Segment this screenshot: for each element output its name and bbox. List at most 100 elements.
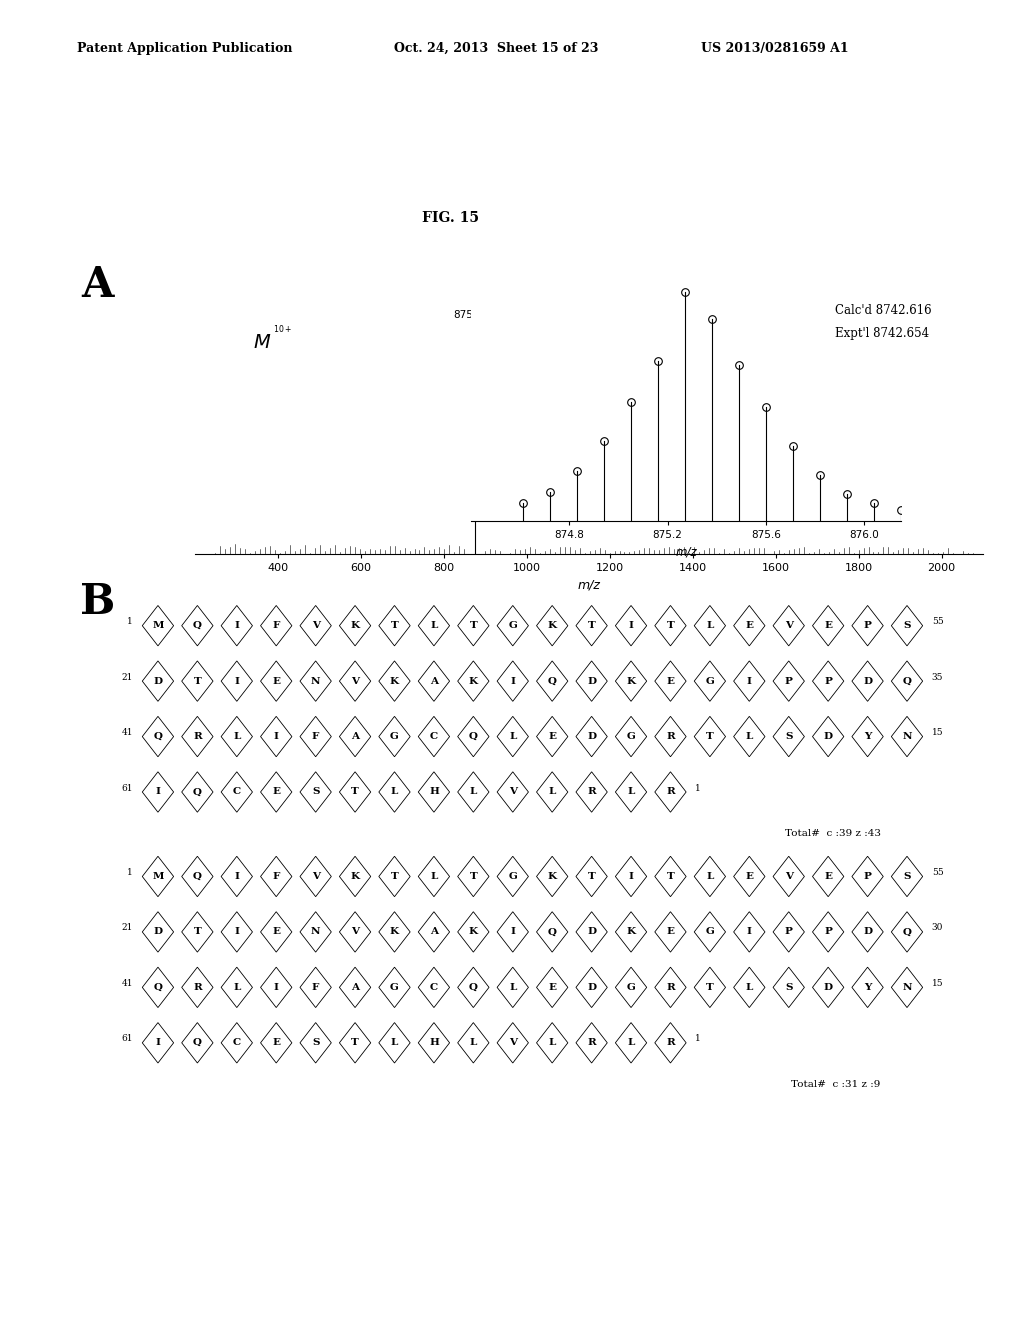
Text: P: P xyxy=(863,622,871,630)
Text: K: K xyxy=(350,873,359,880)
Text: I: I xyxy=(629,873,634,880)
Text: Q: Q xyxy=(469,733,478,741)
Text: Q: Q xyxy=(154,733,163,741)
Text: S: S xyxy=(903,873,910,880)
Text: $^{10+}$: $^{10+}$ xyxy=(273,325,293,335)
Text: E: E xyxy=(667,928,675,936)
Text: G: G xyxy=(706,677,715,685)
Text: P: P xyxy=(824,677,833,685)
Text: 55: 55 xyxy=(932,869,943,876)
Text: H: H xyxy=(429,788,439,796)
Text: T: T xyxy=(667,873,675,880)
Text: K: K xyxy=(350,622,359,630)
Text: V: V xyxy=(784,622,793,630)
Text: D: D xyxy=(154,677,163,685)
Text: D: D xyxy=(863,677,872,685)
Text: 21: 21 xyxy=(122,924,133,932)
Text: $M$: $M$ xyxy=(253,334,271,352)
Text: K: K xyxy=(469,928,478,936)
Text: V: V xyxy=(311,622,319,630)
Text: L: L xyxy=(470,1039,477,1047)
Text: V: V xyxy=(311,873,319,880)
Text: E: E xyxy=(548,983,556,991)
Text: E: E xyxy=(272,677,281,685)
Text: L: L xyxy=(233,983,241,991)
Text: Expt'l 8742.654: Expt'l 8742.654 xyxy=(835,327,929,341)
Text: D: D xyxy=(863,928,872,936)
Text: FIG. 15: FIG. 15 xyxy=(422,211,479,226)
Text: L: L xyxy=(549,788,556,796)
Text: P: P xyxy=(784,677,793,685)
Text: C: C xyxy=(232,1039,241,1047)
Text: I: I xyxy=(234,677,240,685)
Text: G: G xyxy=(508,873,517,880)
Text: E: E xyxy=(272,1039,281,1047)
Text: G: G xyxy=(508,622,517,630)
Text: N: N xyxy=(311,928,321,936)
Text: A: A xyxy=(81,264,114,306)
Text: A: A xyxy=(351,733,359,741)
Text: G: G xyxy=(390,983,399,991)
Text: E: E xyxy=(745,622,754,630)
Text: N: N xyxy=(311,677,321,685)
Text: R: R xyxy=(666,1039,675,1047)
Text: K: K xyxy=(390,928,399,936)
Text: 1: 1 xyxy=(127,618,133,626)
Text: M: M xyxy=(153,622,164,630)
Text: 30: 30 xyxy=(932,924,943,932)
Text: G: G xyxy=(627,983,636,991)
Text: L: L xyxy=(391,788,398,796)
Text: Total#  c :31 z :9: Total# c :31 z :9 xyxy=(792,1080,881,1089)
Text: L: L xyxy=(745,983,753,991)
Text: L: L xyxy=(628,1039,635,1047)
Text: C: C xyxy=(430,733,438,741)
Text: 1: 1 xyxy=(695,1035,701,1043)
Text: E: E xyxy=(824,873,833,880)
Text: 21: 21 xyxy=(122,673,133,681)
Text: T: T xyxy=(469,622,477,630)
Text: I: I xyxy=(156,1039,161,1047)
Text: US 2013/0281659 A1: US 2013/0281659 A1 xyxy=(701,42,849,55)
Text: T: T xyxy=(351,788,359,796)
Text: A: A xyxy=(430,677,438,685)
Text: P: P xyxy=(784,928,793,936)
Text: C: C xyxy=(430,983,438,991)
Text: R: R xyxy=(666,983,675,991)
Text: S: S xyxy=(903,622,910,630)
Text: I: I xyxy=(273,733,279,741)
Text: F: F xyxy=(312,983,319,991)
Text: N: N xyxy=(902,983,911,991)
Text: 41: 41 xyxy=(122,729,133,737)
Text: I: I xyxy=(234,928,240,936)
Text: E: E xyxy=(667,677,675,685)
Text: Total#  c :39 z :43: Total# c :39 z :43 xyxy=(784,829,881,838)
Text: T: T xyxy=(706,983,714,991)
Text: Q: Q xyxy=(469,983,478,991)
Text: D: D xyxy=(823,733,833,741)
Text: 61: 61 xyxy=(122,784,133,792)
Text: D: D xyxy=(587,733,596,741)
Text: Q: Q xyxy=(902,677,911,685)
Text: 61: 61 xyxy=(122,1035,133,1043)
Text: K: K xyxy=(469,677,478,685)
Text: 41: 41 xyxy=(122,979,133,987)
Text: L: L xyxy=(745,733,753,741)
Text: L: L xyxy=(470,788,477,796)
Text: L: L xyxy=(707,622,714,630)
Text: I: I xyxy=(234,873,240,880)
Text: L: L xyxy=(628,788,635,796)
Text: V: V xyxy=(351,677,359,685)
Text: E: E xyxy=(548,733,556,741)
Text: H: H xyxy=(429,1039,439,1047)
Text: T: T xyxy=(667,622,675,630)
Text: M: M xyxy=(153,873,164,880)
X-axis label: m/z: m/z xyxy=(675,546,697,558)
Text: T: T xyxy=(588,873,596,880)
Text: V: V xyxy=(351,928,359,936)
Text: I: I xyxy=(510,677,515,685)
Text: Q: Q xyxy=(193,1039,202,1047)
Text: G: G xyxy=(390,733,399,741)
Text: I: I xyxy=(510,928,515,936)
X-axis label: m/z: m/z xyxy=(578,579,600,591)
Text: N: N xyxy=(902,733,911,741)
